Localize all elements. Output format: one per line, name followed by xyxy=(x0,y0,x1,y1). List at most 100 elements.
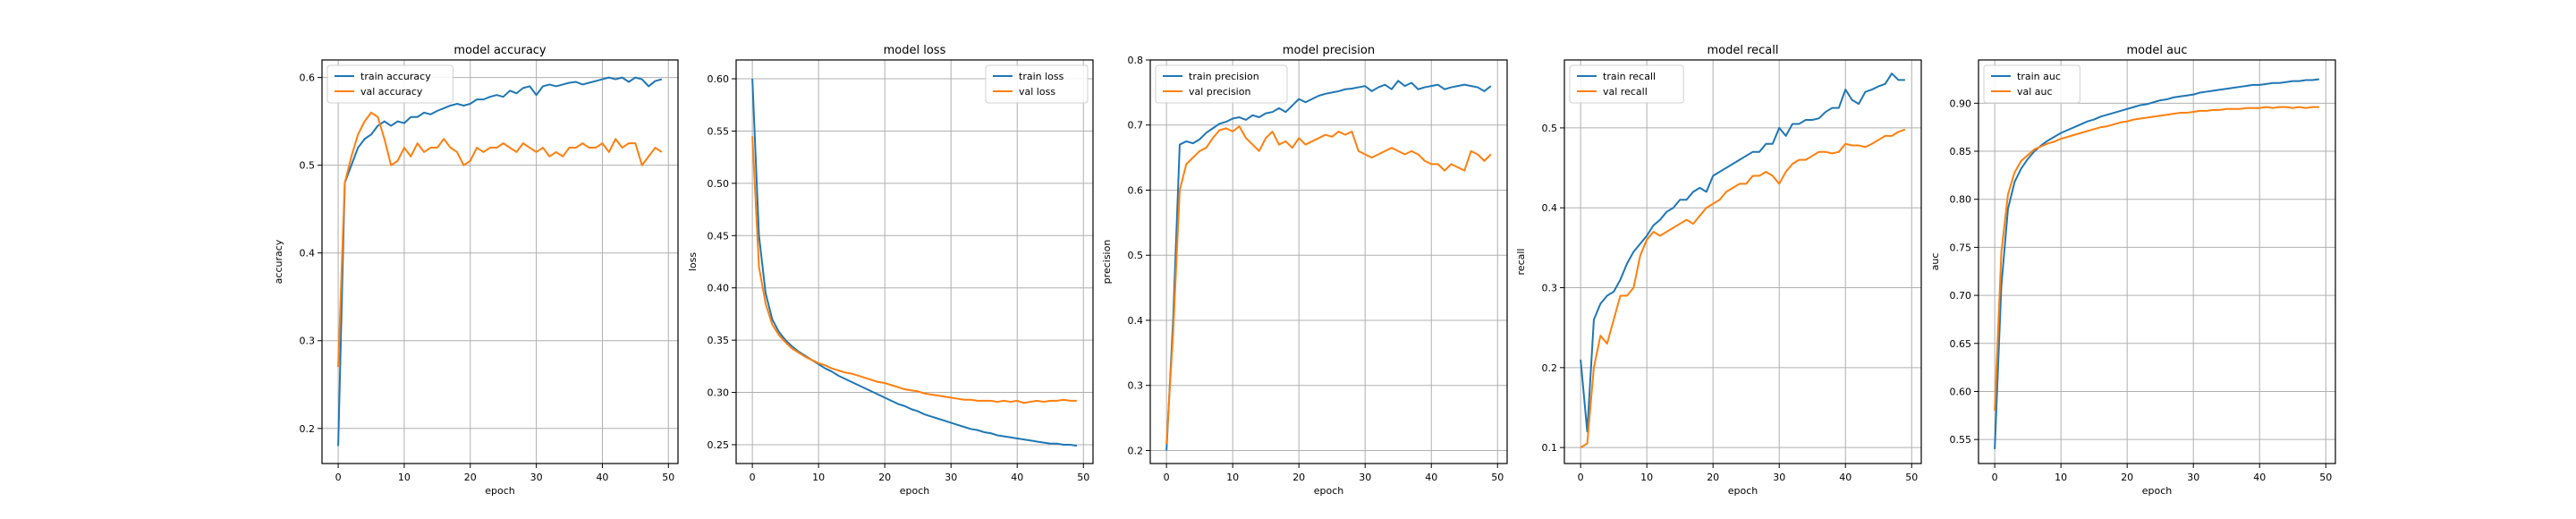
x-tick-label: 50 xyxy=(1905,472,1918,483)
chart-panel-1: 0 10 20 30 40 50 0.25 0.30 0.35 0.40 0.45 0.50 0.55 0… xyxy=(687,44,1094,497)
x-tick-label: 10 xyxy=(812,472,825,483)
legend-label: train loss xyxy=(1019,71,1064,82)
x-tick-label: 20 xyxy=(464,472,477,483)
axes-frame xyxy=(735,59,1094,464)
x-axis-label: epoch xyxy=(485,485,515,497)
y-tick-label: 0.3 xyxy=(1128,380,1144,392)
x-tick-label: 20 xyxy=(878,472,891,483)
y-tick-label: 0.85 xyxy=(1950,146,1972,157)
chart-title: model loss xyxy=(884,44,946,57)
y-tick-label: 0.75 xyxy=(1950,242,1972,253)
series-line-train-precision xyxy=(1165,80,1492,451)
chart-panel-2: 0 10 20 30 40 50 0.2 0.3 0.4 0.5 0.6 0.7 0.8 model pr… xyxy=(1101,44,1508,497)
legend-box xyxy=(985,64,1089,104)
legend-box xyxy=(1983,64,2080,104)
y-tick-label: 0.4 xyxy=(1542,202,1558,214)
series-line-train-recall xyxy=(1580,72,1905,433)
chart-title: model accuracy xyxy=(453,44,547,57)
series-line-train-auc xyxy=(1994,78,2320,449)
y-tick-label: 0.3 xyxy=(1542,283,1558,294)
axes-frame xyxy=(1563,59,1922,464)
y-tick-label: 0.65 xyxy=(1950,338,1972,350)
chart-title: model auc xyxy=(2127,44,2188,57)
y-tick-label: 0.70 xyxy=(1950,290,1972,302)
x-tick-label: 50 xyxy=(1491,472,1504,483)
legend-label: val recall xyxy=(1603,86,1648,98)
chart-title: model recall xyxy=(1707,44,1778,57)
y-tick-label: 0.8 xyxy=(1128,55,1144,66)
y-tick-label: 0.6 xyxy=(300,72,316,84)
chart-title: model precision xyxy=(1283,44,1375,57)
axes-frame xyxy=(321,59,679,464)
chart-panel-0: 0 10 20 30 40 50 0.2 0.3 0.4 0.5 0.6 model accuracy… xyxy=(273,44,679,497)
chart-panel-4: 0 10 20 30 40 50 0.55 0.60 0.65 0.70 0.75 0.80 0.85 0… xyxy=(1929,44,2336,497)
y-tick-label: 0.3 xyxy=(300,336,316,347)
x-tick-label: 10 xyxy=(1640,472,1653,483)
y-tick-label: 0.2 xyxy=(1542,362,1558,374)
legend-box xyxy=(1155,64,1288,104)
chart-panel-3: 0 10 20 30 40 50 0.1 0.2 0.3 0.4 0.5 model recall ep… xyxy=(1515,44,1922,497)
x-tick-label: 40 xyxy=(1425,472,1437,483)
x-tick-label: 50 xyxy=(662,472,674,483)
y-tick-label: 0.30 xyxy=(708,387,730,399)
axes-frame xyxy=(1978,59,2336,464)
legend-label: train auc xyxy=(2017,71,2061,82)
y-tick-label: 0.2 xyxy=(1128,445,1144,456)
legend-label: val loss xyxy=(1019,86,1055,98)
legend-label: val precision xyxy=(1189,86,1250,98)
series-line-val-recall xyxy=(1580,128,1906,448)
x-tick-label: 40 xyxy=(596,472,608,483)
x-tick-label: 30 xyxy=(1773,472,1785,483)
x-tick-label: 10 xyxy=(1226,472,1239,483)
x-tick-label: 50 xyxy=(1077,472,1089,483)
x-tick-label: 40 xyxy=(2253,472,2266,483)
x-tick-label: 0 xyxy=(750,472,756,483)
x-tick-label: 0 xyxy=(335,472,342,483)
y-axis-label: recall xyxy=(1515,249,1527,276)
y-tick-label: 0.90 xyxy=(1950,98,1972,109)
legend: train precision val precision xyxy=(1155,64,1288,104)
y-tick-label: 0.60 xyxy=(708,73,730,85)
x-tick-label: 40 xyxy=(1011,472,1023,483)
series-line-val-precision xyxy=(1165,125,1492,445)
x-tick-label: 0 xyxy=(1164,472,1170,483)
legend-box xyxy=(1569,64,1684,104)
x-tick-label: 0 xyxy=(1578,472,1584,483)
x-tick-label: 0 xyxy=(1992,472,1998,483)
y-tick-label: 0.7 xyxy=(1128,120,1144,132)
y-tick-label: 0.5 xyxy=(1128,250,1144,261)
x-tick-label: 20 xyxy=(1292,472,1305,483)
y-tick-label: 0.80 xyxy=(1950,194,1972,206)
legend-label: train accuracy xyxy=(360,71,431,82)
y-tick-label: 0.6 xyxy=(1128,184,1144,196)
y-tick-label: 0.50 xyxy=(708,178,730,190)
x-axis-label: epoch xyxy=(1314,485,1344,497)
x-tick-label: 20 xyxy=(2121,472,2133,483)
legend-label: train recall xyxy=(1603,71,1656,82)
series-line-val-auc xyxy=(1994,106,2319,411)
y-axis-label: loss xyxy=(687,252,699,272)
y-tick-label: 0.5 xyxy=(300,160,316,172)
y-tick-label: 0.40 xyxy=(708,283,730,294)
x-axis-label: epoch xyxy=(2142,485,2173,497)
legend-box xyxy=(326,64,453,104)
y-tick-label: 0.55 xyxy=(1950,434,1972,446)
x-tick-label: 10 xyxy=(398,472,411,483)
series-line-val-accuracy xyxy=(337,111,663,368)
x-tick-label: 30 xyxy=(945,472,957,483)
legend: train accuracy val accuracy xyxy=(326,64,453,104)
x-tick-label: 30 xyxy=(1359,472,1371,483)
x-tick-label: 10 xyxy=(2055,472,2067,483)
x-axis-label: epoch xyxy=(900,485,930,497)
y-tick-label: 0.1 xyxy=(1542,442,1558,454)
legend-label: val auc xyxy=(2017,86,2053,98)
legend-label: val accuracy xyxy=(360,86,423,98)
legend: train auc val auc xyxy=(1983,64,2080,104)
y-tick-label: 0.35 xyxy=(708,335,730,346)
y-axis-label: accuracy xyxy=(273,239,284,284)
y-axis-label: precision xyxy=(1101,240,1113,285)
series-line-val-loss xyxy=(751,136,1077,404)
x-tick-label: 30 xyxy=(530,472,543,483)
